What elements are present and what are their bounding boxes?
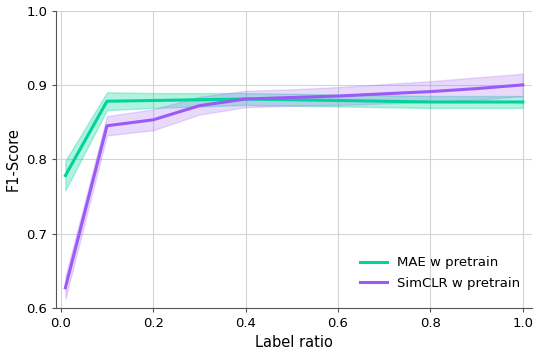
MAE w pretrain — [519, 100, 526, 104]
SimCLR w pretrain — [381, 91, 387, 96]
SimCLR w pretrain — [242, 97, 249, 101]
SimCLR w pretrain — [62, 286, 69, 290]
SimCLR w pretrain — [519, 83, 526, 87]
SimCLR w pretrain — [196, 104, 202, 108]
MAE w pretrain — [335, 98, 341, 103]
Y-axis label: F1-Score: F1-Score — [5, 127, 21, 191]
SimCLR w pretrain — [104, 124, 110, 128]
MAE w pretrain — [150, 98, 157, 103]
SimCLR w pretrain — [288, 95, 295, 100]
SimCLR w pretrain — [474, 87, 480, 91]
MAE w pretrain — [242, 97, 249, 101]
MAE w pretrain — [62, 173, 69, 178]
MAE w pretrain — [427, 100, 434, 104]
SimCLR w pretrain — [335, 94, 341, 98]
X-axis label: Label ratio: Label ratio — [255, 335, 333, 350]
Legend: MAE w pretrain, SimCLR w pretrain: MAE w pretrain, SimCLR w pretrain — [355, 251, 525, 295]
MAE w pretrain — [104, 99, 110, 103]
SimCLR w pretrain — [427, 89, 434, 94]
MAE w pretrain — [288, 98, 295, 102]
Line: MAE w pretrain: MAE w pretrain — [65, 99, 523, 176]
MAE w pretrain — [474, 100, 480, 104]
Line: SimCLR w pretrain: SimCLR w pretrain — [65, 85, 523, 288]
MAE w pretrain — [381, 99, 387, 103]
SimCLR w pretrain — [150, 118, 157, 122]
MAE w pretrain — [196, 98, 202, 102]
